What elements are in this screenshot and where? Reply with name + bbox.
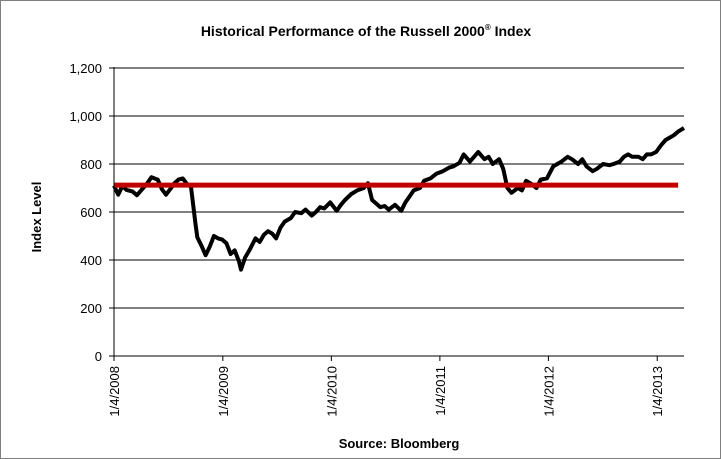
series-layer <box>112 126 686 272</box>
gridlines <box>109 67 684 361</box>
y-tick-label: 200 <box>80 301 102 316</box>
y-tick-label: 1,200 <box>69 61 102 76</box>
y-axis-tick-labels: 0 200 400 600 800 1,000 1,200 <box>69 61 102 364</box>
y-tick-label: 600 <box>80 205 102 220</box>
x-tick-label: 1/4/2010 <box>324 366 339 417</box>
x-tick-label: 1/4/2012 <box>541 366 556 417</box>
x-axis-title: Source: Bloomberg <box>339 436 460 451</box>
y-tick-label: 800 <box>80 157 102 172</box>
chart-title: Historical Performance of the Russell 20… <box>201 23 532 39</box>
x-tick-label: 1/4/2009 <box>216 366 231 417</box>
x-tick-label: 1/4/2008 <box>107 366 122 417</box>
index-level-line <box>112 126 686 272</box>
y-axis-title: Index Level <box>29 182 44 253</box>
x-axis-tick-labels: 1/4/2008 1/4/2009 1/4/2010 1/4/2011 1/4/2012… <box>107 366 665 417</box>
x-tick-label: 1/4/2013 <box>650 366 665 417</box>
x-tick-label: 1/4/2011 <box>433 366 448 416</box>
y-tick-label: 0 <box>95 349 102 364</box>
y-tick-label: 400 <box>80 253 102 268</box>
y-tick-label: 1,000 <box>69 109 102 124</box>
